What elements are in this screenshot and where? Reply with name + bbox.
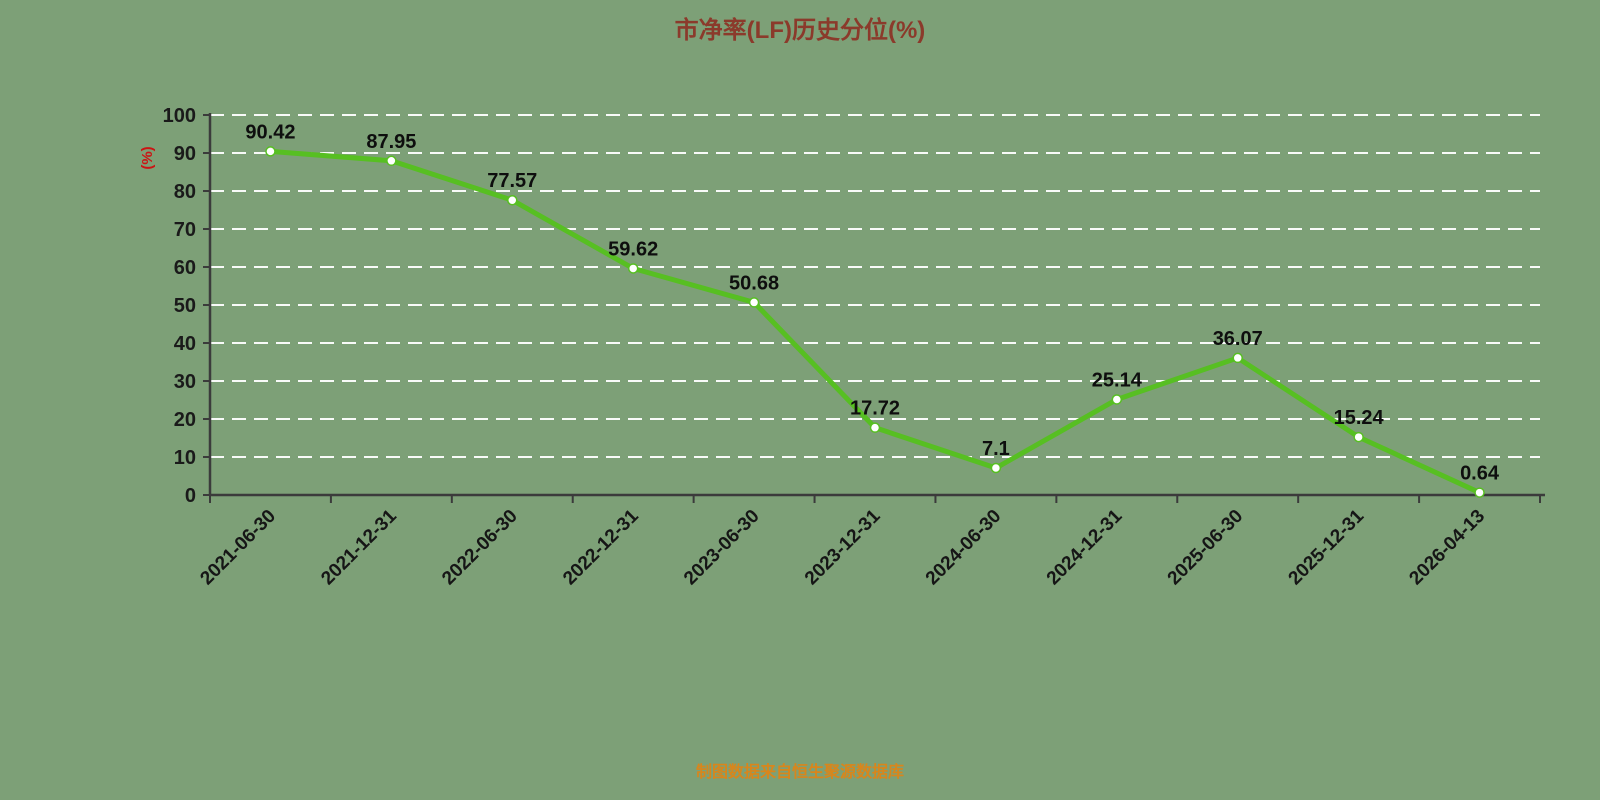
data-point [386, 155, 397, 167]
x-tick-label: 2022-12-31 [559, 505, 643, 589]
x-tick-label: 2021-06-30 [196, 506, 280, 590]
x-tick-label: 2025-06-30 [1164, 506, 1248, 590]
data-point-label: 36.07 [1213, 328, 1263, 350]
x-tick-label: 2021-12-31 [317, 505, 401, 589]
y-tick-label: 80 [174, 181, 196, 203]
x-tick-label: 2022-06-30 [438, 506, 522, 590]
data-point-label: 50.68 [729, 272, 779, 294]
data-point [1353, 431, 1364, 443]
x-tick-label: 2024-12-31 [1043, 505, 1127, 589]
data-point [748, 297, 760, 308]
data-point-label: 17.72 [850, 398, 900, 420]
data-point-label: 77.57 [487, 170, 537, 192]
data-source-note: 制图数据来自恒生聚源数据库 [695, 764, 904, 781]
y-tick-label: 60 [174, 257, 196, 279]
y-tick-label: 50 [174, 295, 196, 317]
x-tick-label: 2023-06-30 [680, 506, 764, 590]
y-tick-label: 40 [174, 333, 196, 355]
y-tick-label: 100 [163, 105, 196, 127]
data-point [1111, 394, 1123, 405]
y-tick-label: 70 [174, 219, 196, 241]
data-point-label: 7.1 [982, 438, 1010, 460]
y-tick-label: 20 [174, 409, 196, 431]
y-tick-label: 30 [174, 371, 196, 393]
x-tick-label: 2024-06-30 [922, 506, 1006, 590]
data-point-label: 59.62 [608, 238, 658, 260]
data-line [267, 148, 1483, 496]
data-point [265, 146, 276, 157]
data-point [627, 263, 639, 274]
y-tick-label: 10 [174, 447, 196, 469]
data-point [507, 194, 518, 206]
x-tick-label: 2025-12-31 [1285, 505, 1369, 589]
x-tick-label: 2026-04-13 [1405, 506, 1489, 590]
data-point [1232, 352, 1243, 364]
data-point-label: 0.64 [1460, 463, 1500, 485]
data-point-label: 25.14 [1092, 369, 1143, 391]
data-point [1474, 487, 1485, 498]
data-point-label: 90.42 [245, 121, 295, 143]
data-point-label: 87.95 [366, 131, 416, 153]
data-point-label: 15.24 [1334, 407, 1385, 429]
y-tick-label: 90 [174, 143, 196, 165]
data-point [990, 462, 1002, 474]
chart-title: 市净率(LF)历史分位(%) [674, 17, 926, 44]
data-point [869, 422, 881, 433]
x-tick-label: 2023-12-31 [801, 505, 885, 589]
y-axis-unit-label: (%) [139, 146, 156, 169]
y-tick-label: 0 [185, 485, 196, 507]
